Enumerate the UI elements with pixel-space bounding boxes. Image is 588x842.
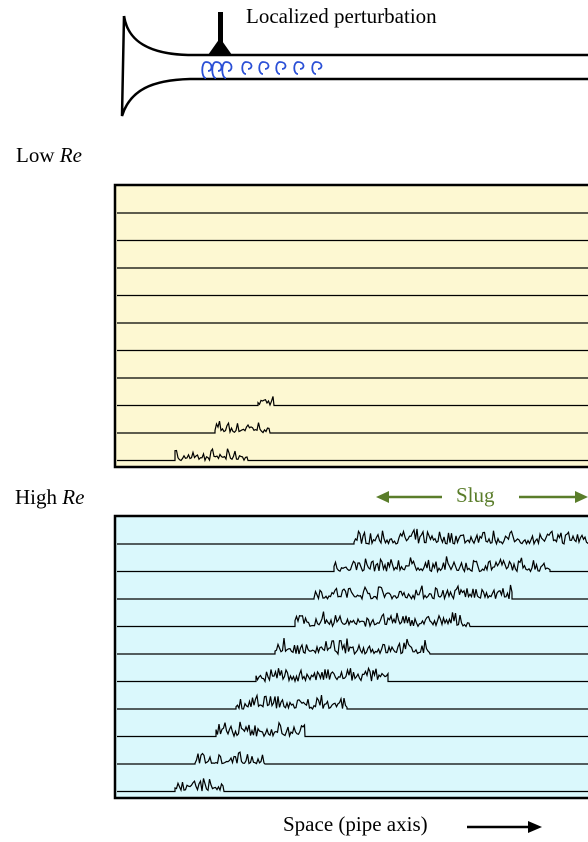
- eddy-swirl: [201, 61, 213, 79]
- eddy-swirl: [211, 61, 223, 79]
- high-re-traces: [117, 528, 588, 793]
- high-re-panel: [113, 514, 588, 800]
- low-re-trace: [117, 396, 588, 407]
- low-re-trace: [117, 447, 588, 463]
- eddy-swirls: [201, 61, 323, 79]
- space-axis-label: Space (pipe axis): [283, 812, 428, 836]
- perturbation-label: Localized perturbation: [246, 4, 437, 28]
- pipe-lower-wall: [120, 15, 588, 117]
- low-re-panel: [113, 183, 588, 469]
- high-re-trace: [117, 584, 588, 601]
- high-re-trace: [117, 528, 588, 546]
- slug-arrow: [376, 491, 588, 503]
- high-re-trace: [117, 751, 588, 765]
- high-re-trace: [117, 611, 588, 628]
- eddy-swirl: [275, 61, 287, 75]
- high-re-trace: [117, 638, 588, 656]
- high-re-trace: [117, 778, 588, 793]
- slug-label: Slug: [456, 483, 495, 507]
- high-re-trace: [117, 556, 588, 574]
- low-re-traces: [117, 212, 588, 463]
- high-re-label: High Re: [15, 485, 85, 509]
- low-re-label: Low Re: [16, 143, 82, 167]
- eddy-swirl: [241, 61, 253, 75]
- eddy-swirl: [293, 61, 305, 75]
- pipe-upper-wall: [122, 15, 588, 57]
- perturbation-injector: [208, 12, 232, 55]
- high-re-trace: [117, 666, 588, 684]
- eddy-swirl: [221, 61, 233, 79]
- eddy-swirl: [258, 61, 270, 75]
- high-re-trace: [117, 693, 588, 711]
- pipe: [120, 12, 588, 117]
- high-re-trace: [117, 720, 588, 739]
- low-re-trace: [117, 420, 588, 435]
- eddy-swirl: [311, 61, 323, 75]
- arrow-right-icon: [467, 821, 542, 833]
